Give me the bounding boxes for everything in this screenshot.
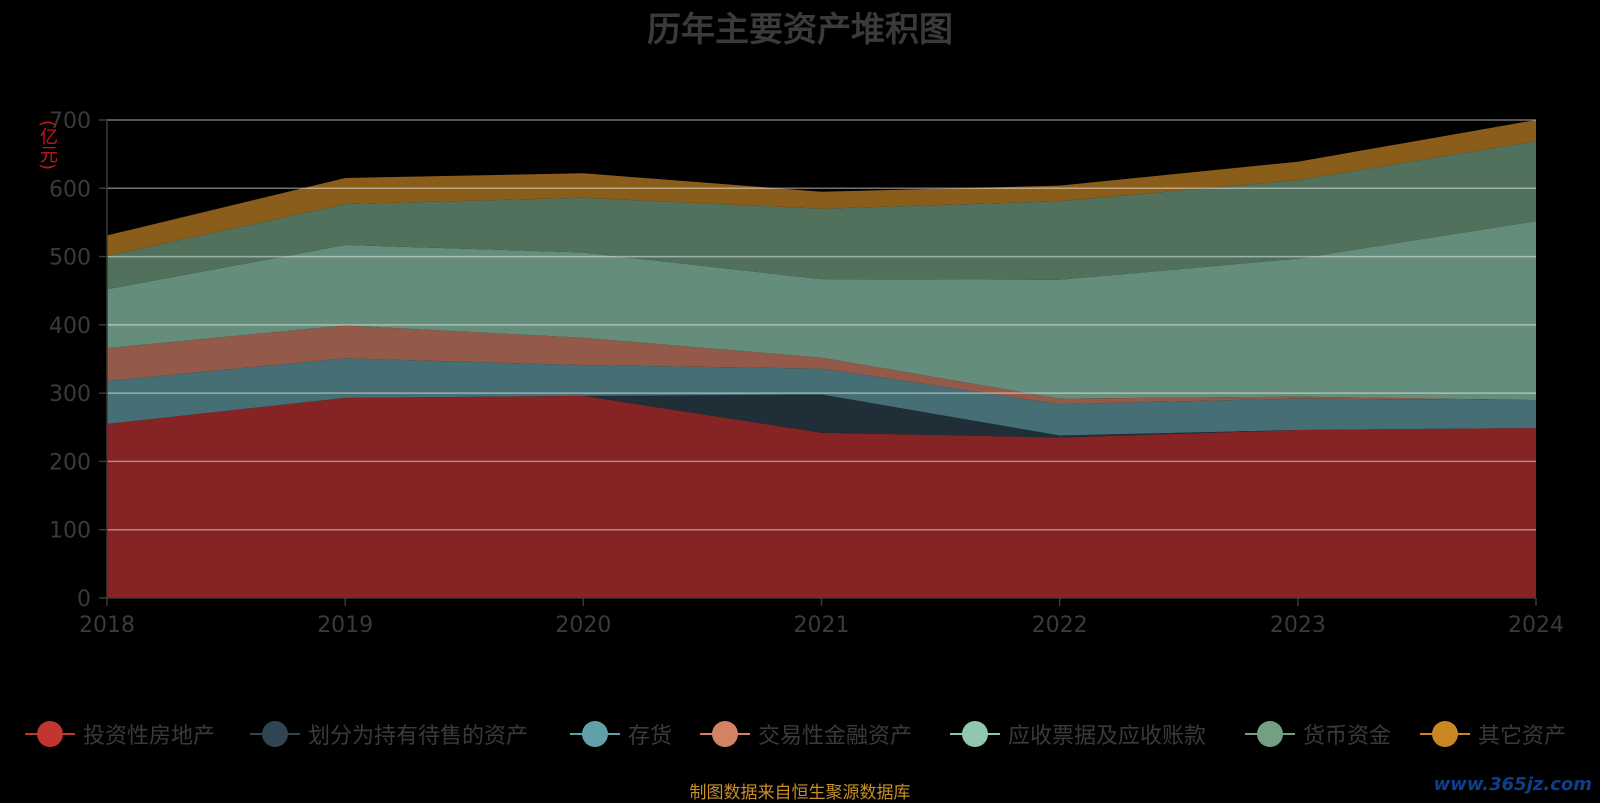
y-tick-labels: 0 100 200 300 400 500 600 700 — [49, 109, 91, 612]
legend-label: 划分为持有待售的资产 — [308, 724, 529, 749]
legend-label: 应收票据及应收账款 — [1008, 724, 1207, 749]
x-tick-labels: 2018 2019 2020 2021 2022 2023 2024 — [79, 613, 1564, 638]
x-tick-label: 2019 — [317, 613, 373, 638]
area-layers — [107, 120, 1536, 598]
y-tick-label: 100 — [49, 519, 91, 544]
legend-label: 货币资金 — [1303, 724, 1392, 749]
legend: 投资性房地产 划分为持有待售的资产 存货 交易性金融资产 应收票据及应收账款 货币资金 其它… — [0, 714, 1600, 754]
legend-marker-icon — [1420, 721, 1470, 747]
area-series-1 — [107, 394, 1536, 438]
grid-lines — [107, 119, 1536, 531]
y-tick-label: 700 — [49, 109, 91, 134]
legend-label: 存货 — [628, 724, 673, 749]
chart-title: 历年主要资产堆积图 — [647, 10, 953, 50]
legend-item[interactable]: 其它资产 — [1420, 714, 1566, 754]
x-tick-label: 2021 — [794, 613, 850, 638]
area-series-5 — [107, 141, 1536, 290]
legend-item[interactable]: 投资性房地产 — [25, 714, 215, 754]
legend-item[interactable]: 交易性金融资产 — [700, 714, 912, 754]
x-tick-label: 2018 — [79, 613, 135, 638]
legend-marker-icon — [1245, 721, 1295, 747]
area-series-3 — [107, 325, 1536, 405]
legend-item[interactable]: 划分为持有待售的资产 — [250, 714, 528, 754]
y-tick-label: 0 — [77, 587, 91, 612]
axes — [99, 119, 1537, 606]
y-tick-label: 300 — [49, 382, 91, 407]
legend-item[interactable]: 货币资金 — [1245, 714, 1391, 754]
x-tick-label: 2022 — [1032, 613, 1088, 638]
legend-label: 其它资产 — [1478, 724, 1567, 749]
area-series-6 — [107, 120, 1536, 256]
area-series-0 — [107, 395, 1536, 598]
y-axis-unit-label: (亿元) — [37, 120, 58, 171]
y-tick-label: 600 — [49, 177, 91, 202]
area-series-4 — [107, 221, 1536, 400]
x-tick-label: 2023 — [1270, 613, 1326, 638]
data-source-note: 制图数据来自恒生聚源数据库 — [689, 783, 911, 803]
legend-marker-icon — [700, 721, 750, 747]
legend-marker-icon — [950, 721, 1000, 747]
legend-marker-icon — [250, 721, 300, 747]
legend-marker-icon — [25, 721, 75, 747]
legend-label: 投资性房地产 — [83, 724, 216, 749]
legend-label: 交易性金融资产 — [758, 724, 913, 749]
watermark: www.365jz.com — [1433, 774, 1592, 795]
legend-item[interactable]: 存货 — [570, 714, 672, 754]
y-tick-label: 400 — [49, 314, 91, 339]
y-tick-label: 200 — [49, 450, 91, 475]
x-tick-label: 2020 — [555, 613, 611, 638]
legend-item[interactable]: 应收票据及应收账款 — [950, 714, 1206, 754]
y-tick-label: 500 — [49, 246, 91, 271]
area-series-2 — [107, 358, 1536, 436]
x-tick-label: 2024 — [1508, 613, 1564, 638]
legend-marker-icon — [570, 721, 620, 747]
